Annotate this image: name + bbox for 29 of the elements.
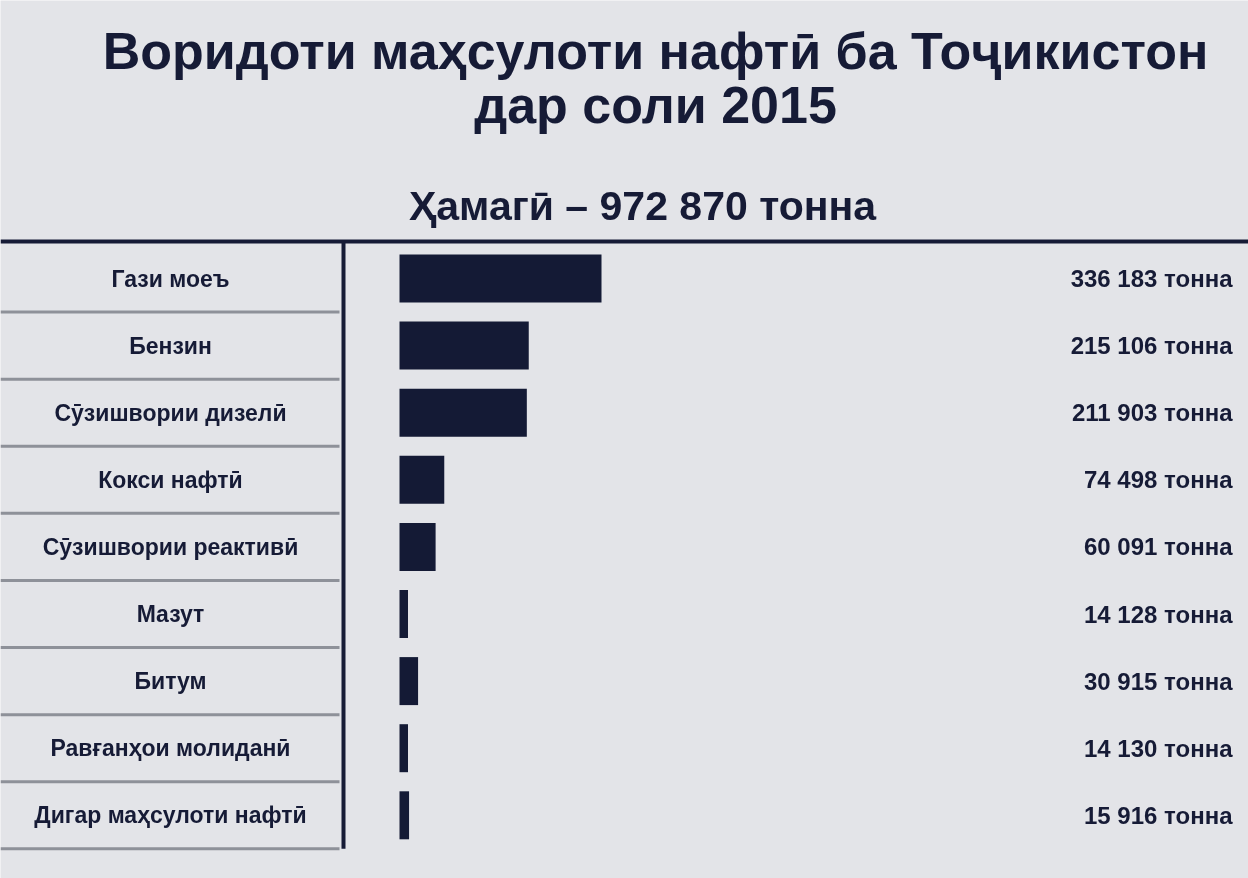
y-tick-label: Сӯзишвории реактивӣ [42,533,299,560]
bar [399,791,410,840]
data-label: 74 498 тонна [1083,466,1234,494]
data-label: 14 130 тонна [1083,734,1234,762]
y-tick-label: Кокси нафтӣ [98,466,243,493]
y-tick-label: Дигар маҳсулоти нафтӣ [34,802,307,829]
bar [399,321,529,370]
bar [399,388,527,437]
bar [399,522,436,571]
chart-subtitle: Ҳамагӣ – 972 870 тонна [408,182,878,229]
y-tick-label: Сӯзишвории дизелӣ [54,399,287,426]
bar [399,455,445,504]
data-label: 60 091 тонна [1083,533,1234,561]
data-label: 15 916 тонна [1083,801,1234,829]
bar [399,724,408,773]
chart-title: Воридоти маҳсулоти нафтӣ ба Тоҷикистон дар соли 2015 [102,21,1209,134]
data-label: 215 106 тонна [1070,332,1234,360]
bar [399,590,408,638]
y-tick-label: Равғанҳои молиданӣ [50,735,291,762]
data-label: 14 128 тонна [1083,600,1234,628]
data-label: 30 915 тонна [1083,667,1234,695]
y-tick-label: Бензин [129,332,212,359]
bar [399,657,419,706]
bar [399,254,602,303]
y-tick-label: Битум [134,668,207,695]
y-tick-label: Мазут [136,601,205,627]
y-tick-label: Гази моеъ [111,265,230,292]
data-label: 211 903 тонна [1071,399,1234,427]
data-label: 336 183 тонна [1070,265,1234,292]
